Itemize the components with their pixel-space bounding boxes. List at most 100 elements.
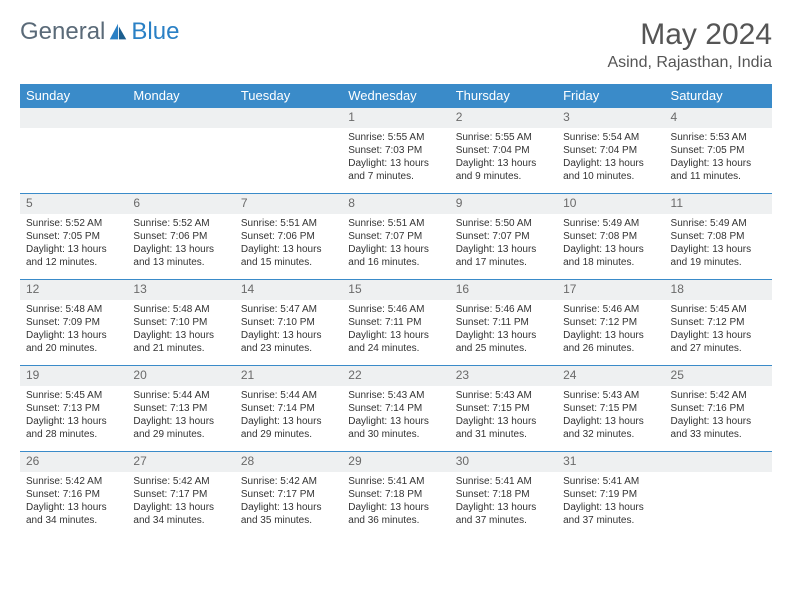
daylight-line: Daylight: 13 hours and 18 minutes. (563, 243, 658, 269)
day-number: 7 (235, 194, 342, 214)
day-details: Sunrise: 5:45 AMSunset: 7:13 PMDaylight:… (20, 386, 127, 445)
weekday-header: Thursday (450, 84, 557, 108)
sunset-line: Sunset: 7:13 PM (26, 402, 121, 415)
sunset-line: Sunset: 7:06 PM (133, 230, 228, 243)
weekday-header: Friday (557, 84, 664, 108)
sunset-line: Sunset: 7:11 PM (348, 316, 443, 329)
sunrise-line: Sunrise: 5:44 AM (241, 389, 336, 402)
sunrise-line: Sunrise: 5:45 AM (671, 303, 766, 316)
day-details: Sunrise: 5:41 AMSunset: 7:19 PMDaylight:… (557, 472, 664, 531)
daylight-line: Daylight: 13 hours and 37 minutes. (563, 501, 658, 527)
daylight-line: Daylight: 13 hours and 7 minutes. (348, 157, 443, 183)
day-number: 14 (235, 280, 342, 300)
sunrise-line: Sunrise: 5:46 AM (348, 303, 443, 316)
day-details: Sunrise: 5:43 AMSunset: 7:15 PMDaylight:… (557, 386, 664, 445)
sunset-line: Sunset: 7:14 PM (348, 402, 443, 415)
sunset-line: Sunset: 7:12 PM (671, 316, 766, 329)
calendar-day-cell: 17Sunrise: 5:46 AMSunset: 7:12 PMDayligh… (557, 280, 664, 366)
day-number: 18 (665, 280, 772, 300)
day-number: 6 (127, 194, 234, 214)
daylight-line: Daylight: 13 hours and 28 minutes. (26, 415, 121, 441)
day-number: 5 (20, 194, 127, 214)
day-details: Sunrise: 5:45 AMSunset: 7:12 PMDaylight:… (665, 300, 772, 359)
calendar-day-cell (235, 108, 342, 194)
day-details: Sunrise: 5:49 AMSunset: 7:08 PMDaylight:… (557, 214, 664, 273)
calendar-day-cell: 4Sunrise: 5:53 AMSunset: 7:05 PMDaylight… (665, 108, 772, 194)
sunset-line: Sunset: 7:04 PM (456, 144, 551, 157)
day-number: 16 (450, 280, 557, 300)
sunrise-line: Sunrise: 5:43 AM (563, 389, 658, 402)
sunrise-line: Sunrise: 5:53 AM (671, 131, 766, 144)
sunset-line: Sunset: 7:10 PM (241, 316, 336, 329)
calendar-day-cell: 8Sunrise: 5:51 AMSunset: 7:07 PMDaylight… (342, 194, 449, 280)
day-number: 28 (235, 452, 342, 472)
calendar-day-cell: 16Sunrise: 5:46 AMSunset: 7:11 PMDayligh… (450, 280, 557, 366)
sunset-line: Sunset: 7:17 PM (133, 488, 228, 501)
sunset-line: Sunset: 7:09 PM (26, 316, 121, 329)
calendar-day-cell: 13Sunrise: 5:48 AMSunset: 7:10 PMDayligh… (127, 280, 234, 366)
day-details: Sunrise: 5:43 AMSunset: 7:14 PMDaylight:… (342, 386, 449, 445)
daylight-line: Daylight: 13 hours and 21 minutes. (133, 329, 228, 355)
day-details: Sunrise: 5:44 AMSunset: 7:14 PMDaylight:… (235, 386, 342, 445)
day-number: 27 (127, 452, 234, 472)
daylight-line: Daylight: 13 hours and 11 minutes. (671, 157, 766, 183)
daylight-line: Daylight: 13 hours and 13 minutes. (133, 243, 228, 269)
calendar-day-cell: 27Sunrise: 5:42 AMSunset: 7:17 PMDayligh… (127, 452, 234, 538)
day-details: Sunrise: 5:52 AMSunset: 7:05 PMDaylight:… (20, 214, 127, 273)
day-details: Sunrise: 5:55 AMSunset: 7:03 PMDaylight:… (342, 128, 449, 187)
sunset-line: Sunset: 7:14 PM (241, 402, 336, 415)
calendar-body: 1Sunrise: 5:55 AMSunset: 7:03 PMDaylight… (20, 108, 772, 538)
day-details: Sunrise: 5:55 AMSunset: 7:04 PMDaylight:… (450, 128, 557, 187)
calendar-day-cell (665, 452, 772, 538)
day-number: 24 (557, 366, 664, 386)
day-details: Sunrise: 5:50 AMSunset: 7:07 PMDaylight:… (450, 214, 557, 273)
calendar-day-cell: 30Sunrise: 5:41 AMSunset: 7:18 PMDayligh… (450, 452, 557, 538)
calendar-day-cell: 15Sunrise: 5:46 AMSunset: 7:11 PMDayligh… (342, 280, 449, 366)
daylight-line: Daylight: 13 hours and 35 minutes. (241, 501, 336, 527)
day-details: Sunrise: 5:42 AMSunset: 7:16 PMDaylight:… (665, 386, 772, 445)
calendar-table: Sunday Monday Tuesday Wednesday Thursday… (20, 84, 772, 538)
day-details: Sunrise: 5:51 AMSunset: 7:07 PMDaylight:… (342, 214, 449, 273)
calendar-day-cell: 5Sunrise: 5:52 AMSunset: 7:05 PMDaylight… (20, 194, 127, 280)
daylight-line: Daylight: 13 hours and 32 minutes. (563, 415, 658, 441)
daylight-line: Daylight: 13 hours and 23 minutes. (241, 329, 336, 355)
sunset-line: Sunset: 7:05 PM (26, 230, 121, 243)
day-details: Sunrise: 5:42 AMSunset: 7:17 PMDaylight:… (127, 472, 234, 531)
day-details: Sunrise: 5:54 AMSunset: 7:04 PMDaylight:… (557, 128, 664, 187)
day-number: 3 (557, 108, 664, 128)
day-details: Sunrise: 5:41 AMSunset: 7:18 PMDaylight:… (450, 472, 557, 531)
sunset-line: Sunset: 7:07 PM (348, 230, 443, 243)
day-details: Sunrise: 5:46 AMSunset: 7:11 PMDaylight:… (450, 300, 557, 359)
sunset-line: Sunset: 7:15 PM (456, 402, 551, 415)
calendar-day-cell: 1Sunrise: 5:55 AMSunset: 7:03 PMDaylight… (342, 108, 449, 194)
daylight-line: Daylight: 13 hours and 25 minutes. (456, 329, 551, 355)
day-number: 13 (127, 280, 234, 300)
daylight-line: Daylight: 13 hours and 31 minutes. (456, 415, 551, 441)
calendar-day-cell: 7Sunrise: 5:51 AMSunset: 7:06 PMDaylight… (235, 194, 342, 280)
weekday-header: Saturday (665, 84, 772, 108)
calendar-day-cell: 14Sunrise: 5:47 AMSunset: 7:10 PMDayligh… (235, 280, 342, 366)
day-number: 1 (342, 108, 449, 128)
daylight-line: Daylight: 13 hours and 17 minutes. (456, 243, 551, 269)
daylight-line: Daylight: 13 hours and 34 minutes. (26, 501, 121, 527)
sunset-line: Sunset: 7:15 PM (563, 402, 658, 415)
day-details: Sunrise: 5:44 AMSunset: 7:13 PMDaylight:… (127, 386, 234, 445)
daylight-line: Daylight: 13 hours and 26 minutes. (563, 329, 658, 355)
brand-text-blue: Blue (131, 18, 179, 46)
calendar-day-cell: 6Sunrise: 5:52 AMSunset: 7:06 PMDaylight… (127, 194, 234, 280)
sunrise-line: Sunrise: 5:41 AM (563, 475, 658, 488)
day-details: Sunrise: 5:49 AMSunset: 7:08 PMDaylight:… (665, 214, 772, 273)
sunset-line: Sunset: 7:08 PM (563, 230, 658, 243)
title-block: May 2024 Asind, Rajasthan, India (607, 18, 772, 72)
calendar-day-cell: 21Sunrise: 5:44 AMSunset: 7:14 PMDayligh… (235, 366, 342, 452)
location-text: Asind, Rajasthan, India (607, 54, 772, 72)
day-number: 8 (342, 194, 449, 214)
day-number: 25 (665, 366, 772, 386)
calendar-week-row: 19Sunrise: 5:45 AMSunset: 7:13 PMDayligh… (20, 366, 772, 452)
calendar-day-cell: 9Sunrise: 5:50 AMSunset: 7:07 PMDaylight… (450, 194, 557, 280)
calendar-day-cell: 26Sunrise: 5:42 AMSunset: 7:16 PMDayligh… (20, 452, 127, 538)
day-number: 11 (665, 194, 772, 214)
sunset-line: Sunset: 7:19 PM (563, 488, 658, 501)
day-number-bar (127, 108, 234, 128)
calendar-day-cell (20, 108, 127, 194)
